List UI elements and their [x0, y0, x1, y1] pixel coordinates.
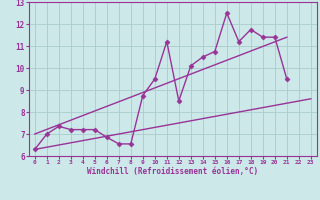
X-axis label: Windchill (Refroidissement éolien,°C): Windchill (Refroidissement éolien,°C) — [87, 167, 258, 176]
